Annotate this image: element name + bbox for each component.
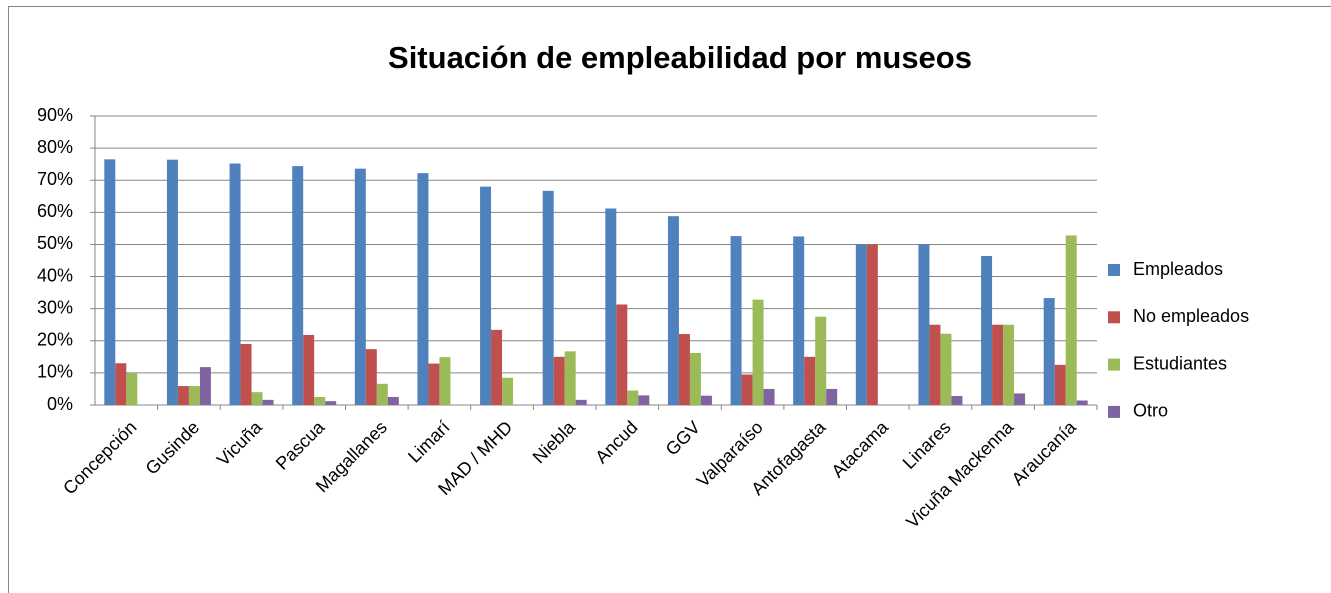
bar bbox=[992, 324, 1004, 405]
bar bbox=[689, 352, 701, 405]
bar bbox=[199, 367, 211, 405]
bar bbox=[752, 299, 764, 405]
bar bbox=[793, 236, 805, 405]
x-tick-label: Gusinde bbox=[142, 417, 204, 479]
legend-label: Otro bbox=[1133, 401, 1168, 421]
bar bbox=[365, 349, 377, 405]
legend-swatch bbox=[1108, 311, 1120, 324]
bar bbox=[1054, 364, 1066, 405]
bar bbox=[480, 186, 492, 405]
bar bbox=[605, 208, 617, 405]
bar bbox=[553, 356, 565, 405]
bar bbox=[188, 386, 200, 405]
bar bbox=[763, 388, 775, 405]
legend-label: Estudiantes bbox=[1133, 353, 1227, 373]
legend-swatch bbox=[1108, 405, 1120, 418]
bar bbox=[730, 236, 742, 405]
x-tick-label: GGV bbox=[662, 417, 704, 459]
bar bbox=[1076, 400, 1088, 405]
legend-swatch bbox=[1108, 358, 1120, 371]
y-tick-label: 20% bbox=[37, 330, 73, 350]
bar bbox=[251, 392, 263, 405]
bar bbox=[918, 244, 930, 405]
chart-frame bbox=[8, 6, 1331, 593]
bar bbox=[115, 363, 127, 405]
bar bbox=[262, 399, 274, 405]
x-tick-label: Vicuña Mackenna bbox=[902, 416, 1018, 532]
bar bbox=[387, 396, 399, 405]
y-tick-label: 60% bbox=[37, 201, 73, 221]
bar bbox=[1003, 324, 1015, 405]
bar bbox=[826, 388, 838, 405]
bar bbox=[1014, 393, 1026, 405]
bar bbox=[627, 390, 639, 405]
x-tick-label: Linares bbox=[899, 417, 955, 473]
x-tick-label: Concepción bbox=[59, 417, 140, 498]
x-tick-label: Niebla bbox=[529, 416, 580, 467]
y-tick-label: 30% bbox=[37, 297, 73, 317]
bar bbox=[439, 357, 451, 405]
bar bbox=[491, 329, 503, 405]
bar bbox=[815, 316, 827, 405]
chart-title: Situación de empleabilidad por museos bbox=[388, 40, 972, 75]
bar bbox=[700, 395, 712, 405]
y-tick-label: 90% bbox=[37, 105, 73, 125]
y-tick-label: 40% bbox=[37, 265, 73, 285]
bar bbox=[981, 256, 993, 405]
bar bbox=[428, 363, 440, 405]
bar bbox=[616, 304, 628, 405]
bar bbox=[303, 334, 315, 405]
bar bbox=[325, 401, 337, 405]
bar bbox=[229, 163, 241, 405]
bar bbox=[502, 377, 514, 405]
bar bbox=[292, 166, 304, 405]
x-tick-label: Atacama bbox=[828, 416, 893, 481]
legend-label: Empleados bbox=[1133, 259, 1223, 279]
legend-swatch bbox=[1108, 264, 1120, 276]
y-tick-label: 80% bbox=[37, 137, 73, 157]
bar bbox=[741, 374, 753, 405]
bar bbox=[1043, 298, 1055, 405]
y-tick-label: 50% bbox=[37, 233, 73, 253]
bar bbox=[354, 168, 366, 405]
bar bbox=[855, 244, 867, 405]
bar bbox=[314, 396, 326, 405]
x-tick-label: Limarí bbox=[404, 417, 454, 467]
bar bbox=[929, 324, 941, 405]
bar bbox=[678, 334, 690, 405]
bar bbox=[940, 333, 952, 405]
bar bbox=[638, 395, 650, 405]
bar bbox=[866, 244, 878, 405]
bar bbox=[804, 356, 816, 405]
bar bbox=[564, 351, 576, 405]
bar bbox=[104, 159, 116, 405]
y-tick-label: 10% bbox=[37, 362, 73, 382]
x-tick-label: Ancud bbox=[591, 417, 641, 467]
legend-label: No empleados bbox=[1133, 306, 1249, 326]
x-tick-label: Pascua bbox=[272, 416, 329, 473]
bar bbox=[667, 216, 679, 405]
bar bbox=[542, 190, 554, 405]
y-tick-label: 0% bbox=[47, 394, 73, 414]
bar bbox=[417, 173, 429, 405]
bar bbox=[177, 386, 189, 405]
bar bbox=[166, 159, 178, 405]
x-tick-label: Vicuña bbox=[213, 416, 267, 470]
bar bbox=[240, 343, 252, 405]
x-tick-label: Araucanía bbox=[1008, 416, 1081, 489]
bar bbox=[575, 399, 587, 405]
bar bbox=[376, 383, 388, 405]
bar bbox=[951, 396, 963, 405]
y-tick-label: 70% bbox=[37, 169, 73, 189]
bar bbox=[126, 372, 138, 405]
bar bbox=[1065, 235, 1077, 405]
